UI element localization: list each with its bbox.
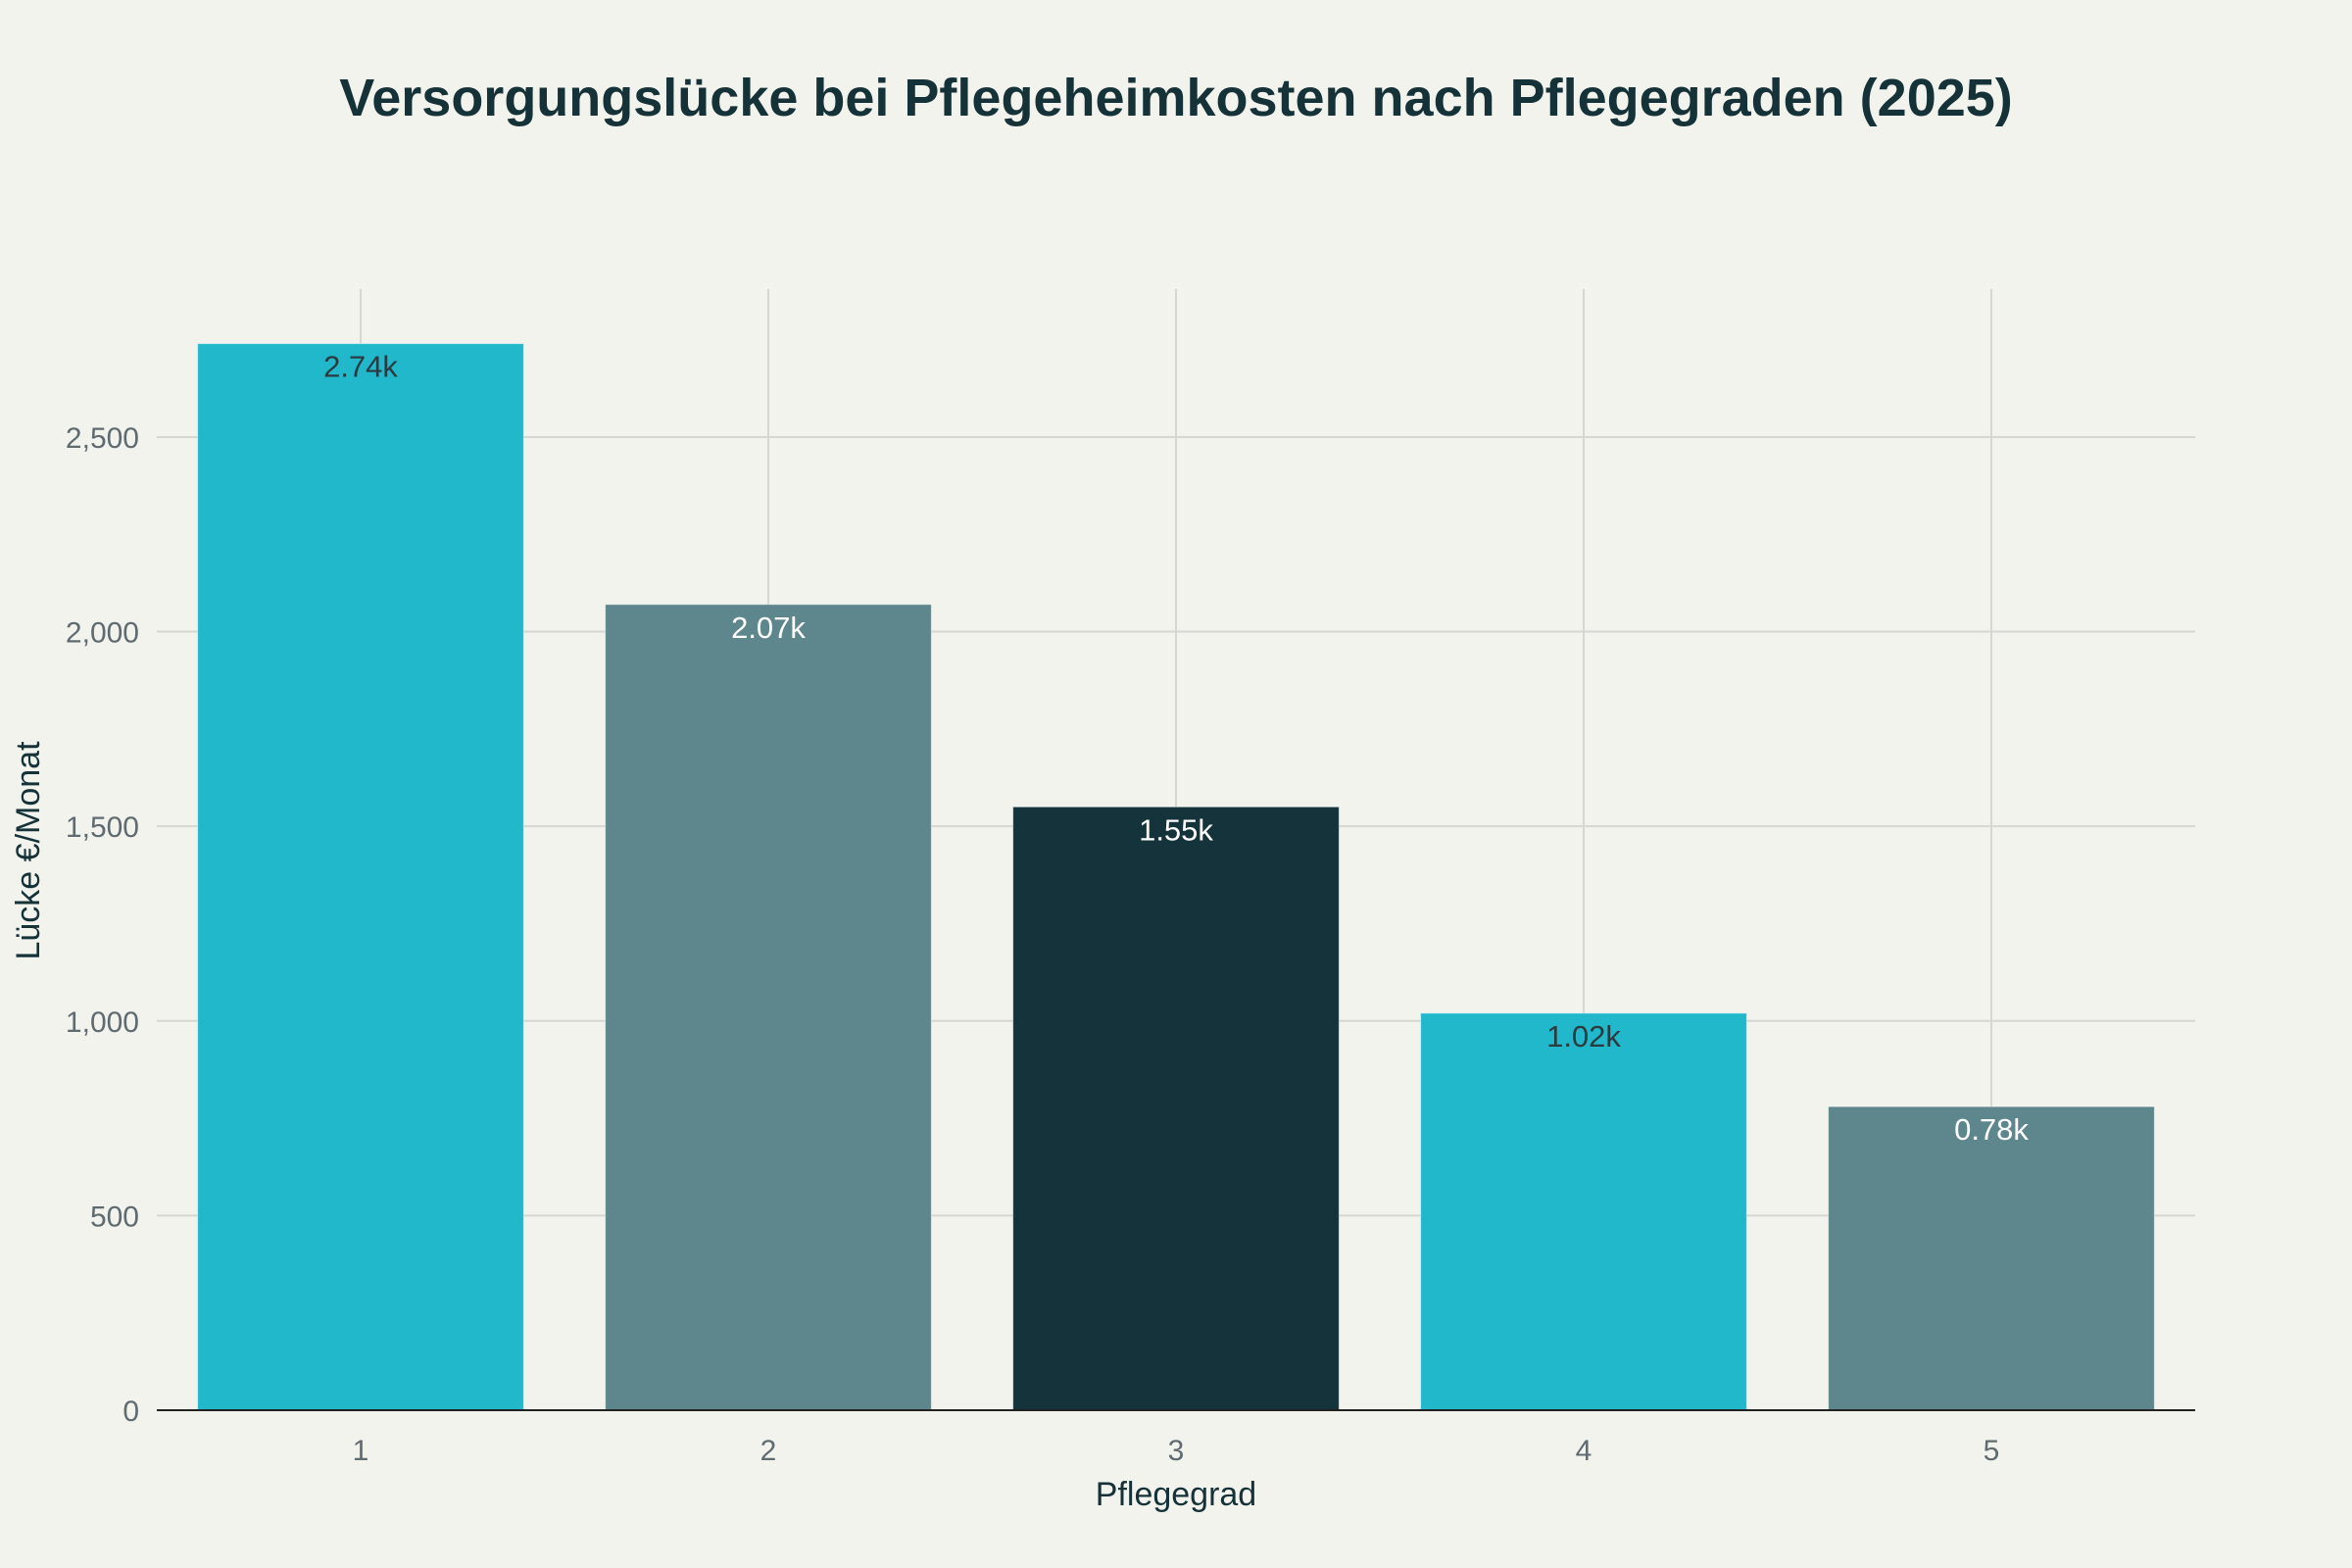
y-tick-label: 0 bbox=[122, 1396, 139, 1428]
bar-value-label: 1.02k bbox=[1546, 1019, 1621, 1054]
y-tick-label: 1,500 bbox=[66, 811, 139, 844]
bar-value-label: 2.07k bbox=[731, 611, 806, 645]
x-tick-label: 5 bbox=[1984, 1435, 2000, 1467]
data-labels: 2.74k 2.07k 1.55k 1.02k 0.78k bbox=[323, 350, 2029, 1148]
bars bbox=[197, 343, 2155, 1411]
x-axis-title: Pflegegrad bbox=[1096, 1476, 1256, 1513]
y-tick-label: 500 bbox=[90, 1200, 139, 1233]
bar bbox=[1420, 1012, 1747, 1411]
axes: 0 500 1,000 1,500 2,000 2,500 1 2 3 4 5 bbox=[66, 422, 2195, 1467]
bar bbox=[605, 604, 932, 1411]
chart-title: Versorgungslücke bei Pflegeheimkosten na… bbox=[339, 69, 2013, 127]
bar-value-label: 1.55k bbox=[1139, 812, 1213, 847]
bar bbox=[197, 343, 524, 1411]
y-tick-label: 2,500 bbox=[66, 422, 139, 455]
y-tick-label: 2,000 bbox=[66, 617, 139, 650]
x-tick-label: 3 bbox=[1168, 1435, 1185, 1467]
bar bbox=[1828, 1105, 2155, 1411]
bar-value-label: 2.74k bbox=[323, 350, 398, 384]
y-tick-label: 1,000 bbox=[66, 1006, 139, 1039]
bar-value-label: 0.78k bbox=[1954, 1112, 2029, 1147]
x-tick-label: 2 bbox=[760, 1435, 777, 1467]
y-axis-title: Lücke €/Monat bbox=[10, 741, 47, 960]
x-tick-label: 1 bbox=[353, 1435, 369, 1467]
bar bbox=[1012, 806, 1340, 1411]
x-tick-label: 4 bbox=[1576, 1435, 1592, 1467]
